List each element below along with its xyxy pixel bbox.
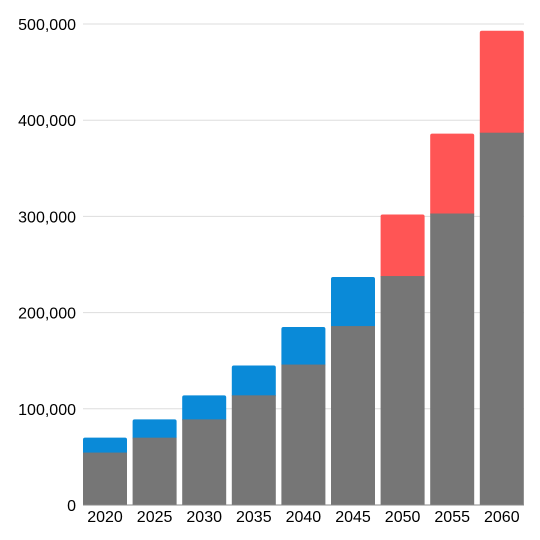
bar-upper-2020 xyxy=(83,437,127,455)
y-tick-label: 0 xyxy=(67,498,76,515)
bar-lower-2035 xyxy=(231,395,276,505)
bar-upper-2055 xyxy=(430,133,475,216)
bars xyxy=(83,30,524,505)
x-tick-label: 2060 xyxy=(484,509,520,526)
x-tick-label: 2030 xyxy=(186,509,222,526)
bar-upper-2040 xyxy=(281,327,326,367)
y-tick-label: 100,000 xyxy=(18,402,76,419)
bar-lower-2025 xyxy=(132,437,177,505)
bar-lower-2030 xyxy=(182,419,227,505)
bar-upper-2050 xyxy=(380,214,425,279)
y-axis-tick-labels: 0 100,000 200,000 300,000 400,000 500,000 xyxy=(18,17,76,515)
x-tick-label: 2055 xyxy=(434,509,470,526)
bar-lower-2055 xyxy=(430,213,475,505)
x-tick-label: 2020 xyxy=(87,509,123,526)
bar-lower-2020 xyxy=(83,452,127,505)
y-tick-label: 400,000 xyxy=(18,113,76,130)
x-tick-label: 2025 xyxy=(137,509,173,526)
x-axis-tick-labels: 2020 2025 2030 2035 2040 2045 2050 2055 2060 xyxy=(87,509,519,526)
x-tick-label: 2040 xyxy=(286,509,322,526)
y-tick-label: 200,000 xyxy=(18,306,76,323)
x-tick-label: 2050 xyxy=(385,509,421,526)
bar-upper-2030 xyxy=(182,395,227,422)
x-tick-label: 2035 xyxy=(236,509,272,526)
bar-lower-2060 xyxy=(479,132,524,505)
bar-upper-2025 xyxy=(132,419,177,440)
x-tick-label: 2045 xyxy=(335,509,371,526)
bar-upper-2045 xyxy=(331,277,375,329)
bar-upper-2060 xyxy=(479,30,524,135)
bar-upper-2035 xyxy=(231,365,276,398)
bar-lower-2045 xyxy=(331,326,375,505)
bar-lower-2040 xyxy=(281,364,326,505)
bar-lower-2050 xyxy=(380,276,425,505)
y-tick-label: 300,000 xyxy=(18,209,76,226)
y-tick-label: 500,000 xyxy=(18,17,76,34)
